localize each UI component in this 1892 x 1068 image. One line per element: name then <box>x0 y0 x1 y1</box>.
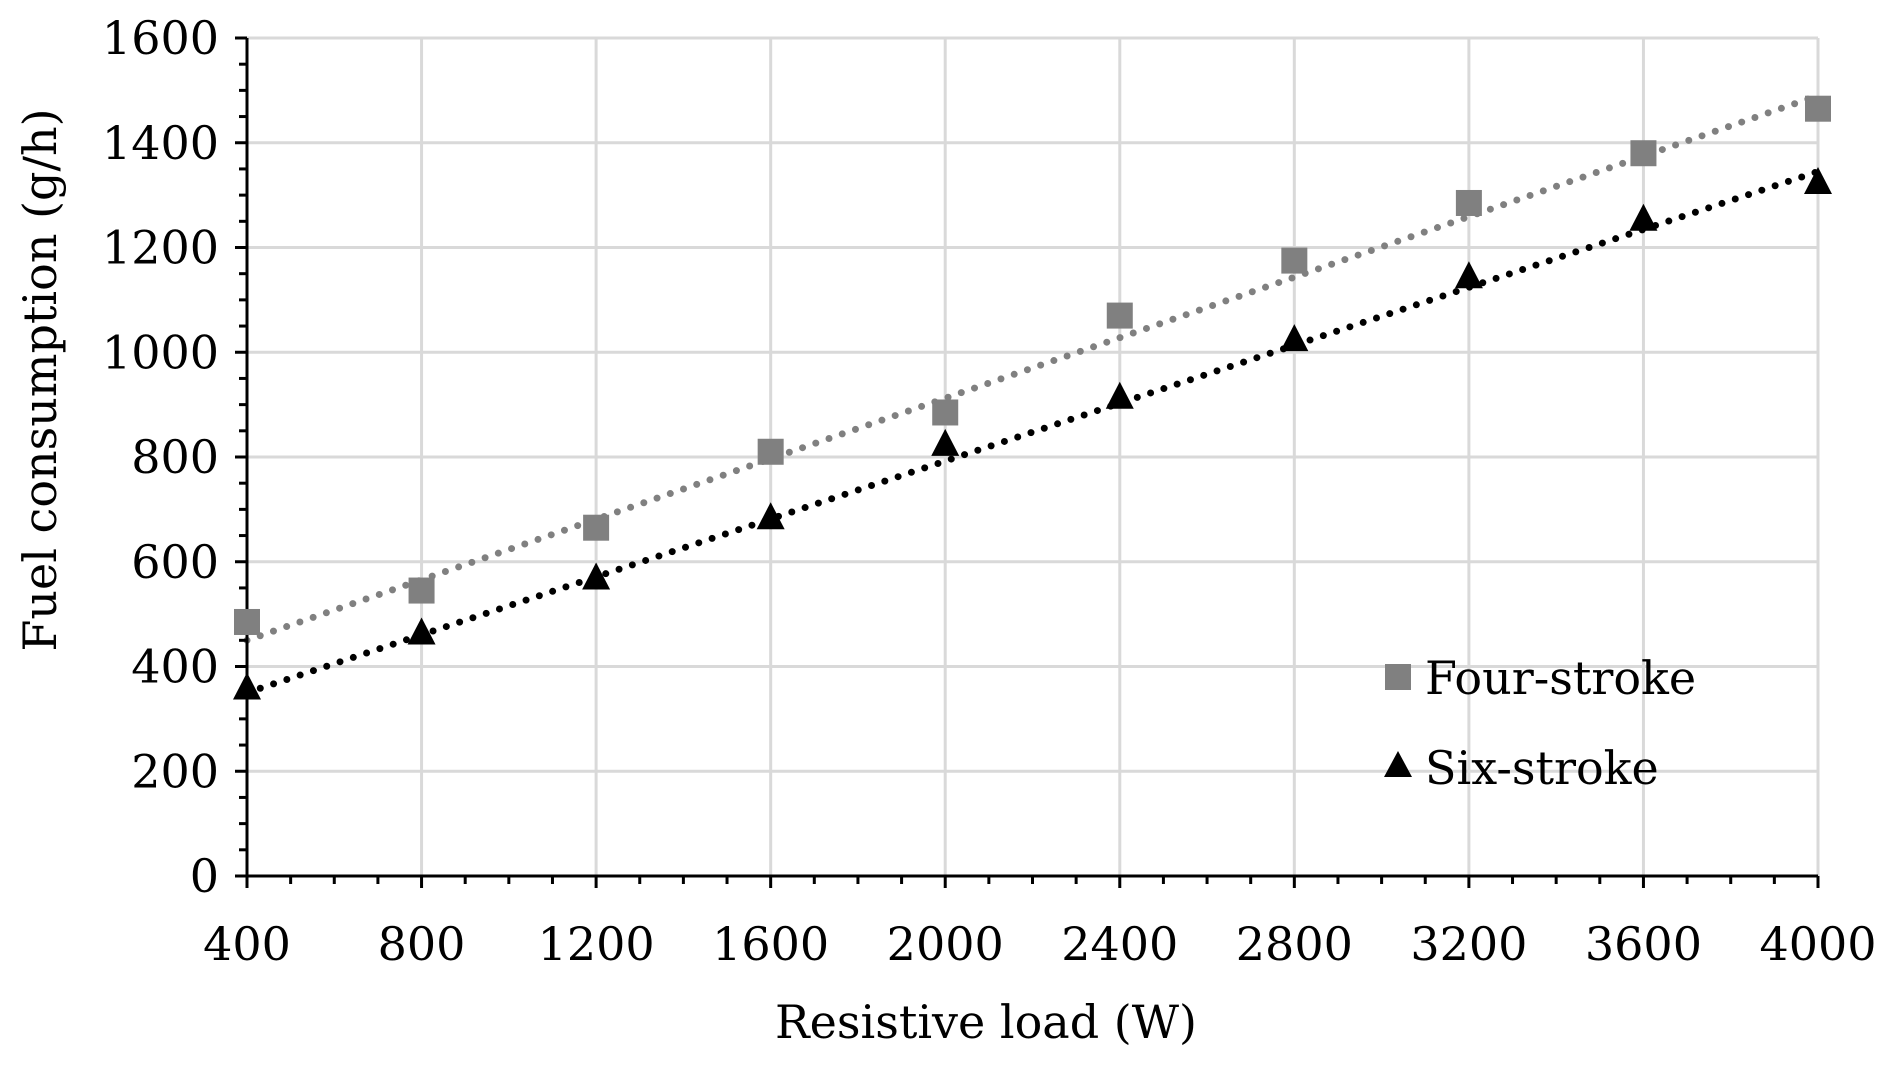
y-tick-label-8: 1600 <box>102 11 219 65</box>
legend: Four-stroke Six-stroke <box>1384 651 1696 795</box>
point-six-stroke-7 <box>1454 261 1483 289</box>
trendline-six-stroke <box>243 168 1822 697</box>
point-six-stroke-2 <box>582 562 611 590</box>
point-four-stroke-5 <box>1106 302 1133 329</box>
y-axis-title: Fuel consumption (g/h) <box>13 108 67 651</box>
point-four-stroke-8 <box>1630 140 1657 167</box>
x-tick-label-5: 2400 <box>1061 917 1178 971</box>
x-tick-label-7: 3200 <box>1410 917 1527 971</box>
legend-label-six-stroke: Six-stroke <box>1425 741 1659 795</box>
point-four-stroke-0 <box>234 608 260 635</box>
x-tick-label-0: 400 <box>203 917 291 971</box>
point-six-stroke-1 <box>407 617 436 645</box>
y-tick-label-5: 1000 <box>102 325 219 379</box>
data-markers <box>233 95 1832 700</box>
point-four-stroke-1 <box>408 577 435 604</box>
trendlines <box>243 92 1822 697</box>
point-six-stroke-4 <box>931 428 960 456</box>
point-four-stroke-2 <box>583 514 610 541</box>
legend-marker-six-stroke <box>1384 751 1412 777</box>
point-four-stroke-9 <box>1805 95 1831 122</box>
x-tick-label-4: 2000 <box>887 917 1004 971</box>
y-tick-label-2: 400 <box>131 640 219 694</box>
trendline-four-stroke <box>243 92 1822 644</box>
y-tick-label-6: 1200 <box>102 221 219 275</box>
point-four-stroke-7 <box>1455 189 1482 216</box>
x-tick-label-1: 800 <box>378 917 466 971</box>
x-tick-label-2: 1200 <box>538 917 655 971</box>
legend-label-four-stroke: Four-stroke <box>1425 651 1696 705</box>
y-tick-label-7: 1400 <box>102 116 219 170</box>
axes <box>235 36 1820 888</box>
point-four-stroke-3 <box>757 438 784 465</box>
point-four-stroke-4 <box>932 399 959 426</box>
tick-labels: 0 200 400 600 800 1000 1200 1400 1600 400 800 1200 1… <box>102 11 1877 971</box>
y-tick-label-1: 200 <box>131 744 219 798</box>
y-tick-label-3: 600 <box>131 535 219 589</box>
x-axis-title: Resistive load (W) <box>775 995 1197 1049</box>
point-six-stroke-5 <box>1105 381 1134 409</box>
legend-marker-four-stroke <box>1385 664 1411 690</box>
y-tick-label-0: 0 <box>190 849 219 903</box>
y-tick-label-4: 800 <box>131 430 219 484</box>
point-six-stroke-0 <box>233 672 261 700</box>
point-six-stroke-6 <box>1280 324 1309 352</box>
x-tick-label-9: 4000 <box>1759 917 1876 971</box>
point-six-stroke-3 <box>756 502 785 530</box>
x-tick-label-3: 1600 <box>712 917 829 971</box>
point-six-stroke-8 <box>1629 203 1658 231</box>
point-six-stroke-9 <box>1804 167 1832 195</box>
x-tick-label-8: 3600 <box>1585 917 1702 971</box>
point-four-stroke-6 <box>1281 247 1308 274</box>
x-tick-label-6: 2800 <box>1236 917 1353 971</box>
